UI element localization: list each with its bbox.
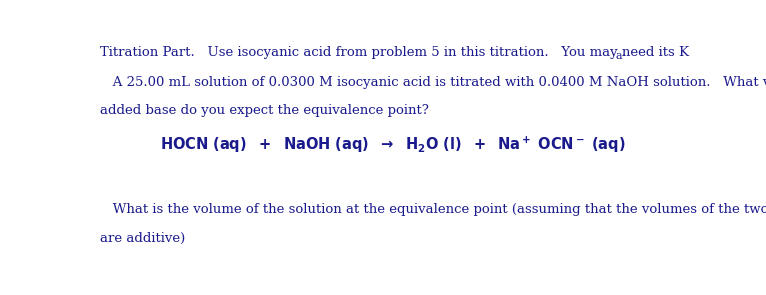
Text: .: . xyxy=(622,46,626,59)
Text: A 25.00 mL solution of 0.0300 M isocyanic acid is titrated with 0.0400 M NaOH so: A 25.00 mL solution of 0.0300 M isocyani… xyxy=(100,76,766,89)
Text: added base do you expect the equivalence point?: added base do you expect the equivalence… xyxy=(100,104,430,117)
Text: Titration Part.   Use isocyanic acid from problem 5 in this titration.   You may: Titration Part. Use isocyanic acid from … xyxy=(100,46,689,59)
Text: a: a xyxy=(615,51,622,61)
Text: What is the volume of the solution at the equivalence point (assuming that the v: What is the volume of the solution at th… xyxy=(100,204,766,217)
Text: are additive): are additive) xyxy=(100,232,185,245)
Text: $\mathbf{HOCN\ (aq)\ \ +\ \ NaOH\ (aq)\ \ \rightarrow\ \ H_2O\ (l)\ \ +\ \ Na^+\: $\mathbf{HOCN\ (aq)\ \ +\ \ NaOH\ (aq)\ … xyxy=(160,134,625,155)
